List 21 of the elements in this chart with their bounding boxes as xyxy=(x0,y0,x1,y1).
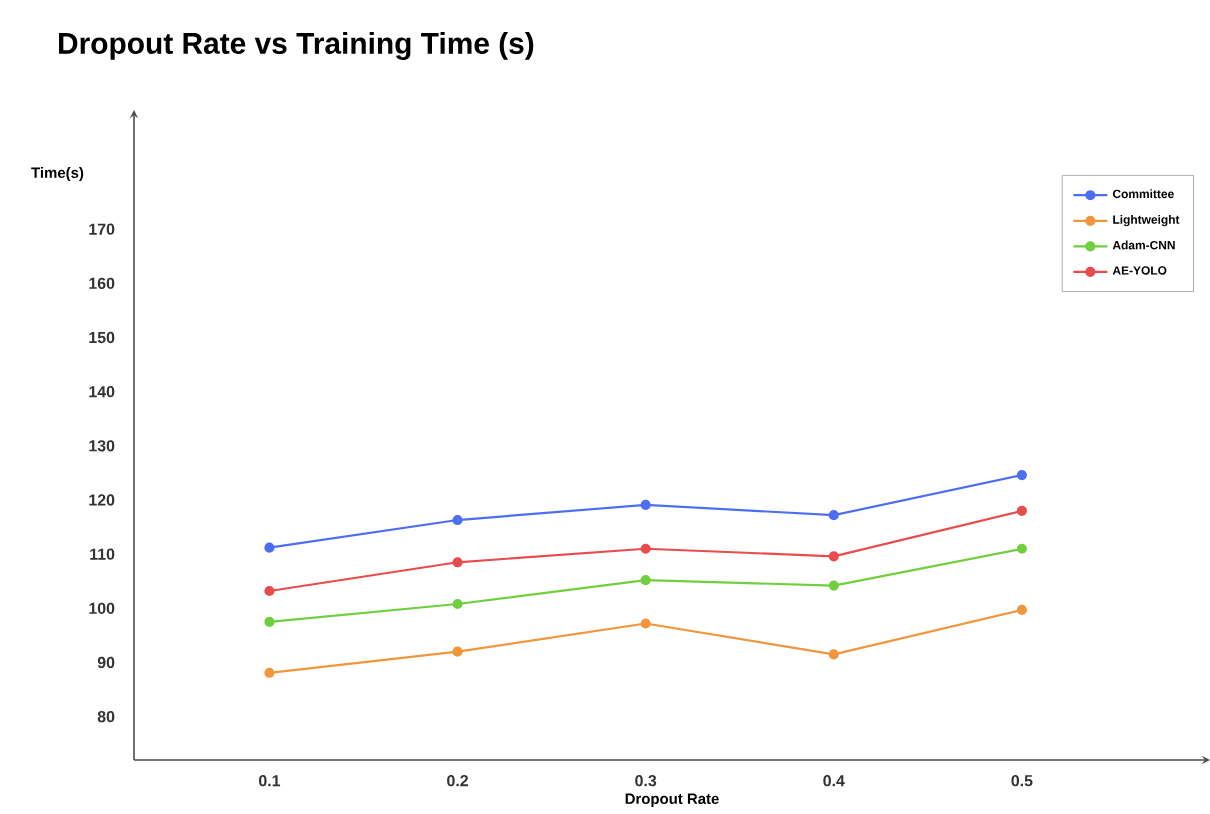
point xyxy=(640,618,651,629)
chart-title: Dropout Rate vs Training Time (s) xyxy=(59,32,534,60)
point xyxy=(828,580,839,591)
point xyxy=(264,585,275,597)
point xyxy=(640,543,651,554)
point xyxy=(1016,469,1027,481)
point xyxy=(264,667,275,678)
point xyxy=(1016,604,1027,616)
point xyxy=(452,514,463,526)
point xyxy=(1016,505,1027,516)
point xyxy=(1016,543,1027,554)
point xyxy=(264,616,275,627)
point xyxy=(828,510,839,521)
point xyxy=(828,649,839,660)
point xyxy=(452,646,463,657)
point xyxy=(640,575,651,586)
point xyxy=(640,499,651,510)
point xyxy=(828,551,839,562)
point xyxy=(452,557,463,568)
point xyxy=(264,542,275,553)
point xyxy=(452,598,463,610)
